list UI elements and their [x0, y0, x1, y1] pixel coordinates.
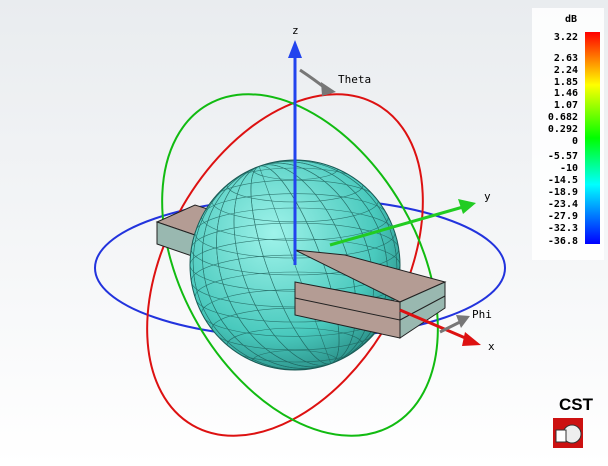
theta-arrowhead — [321, 82, 336, 96]
logo-text: CST — [559, 395, 594, 414]
colorbar-label: -23.4 — [548, 199, 578, 210]
green-ring — [161, 93, 439, 437]
x-label: x — [488, 340, 495, 353]
colorbar-unit: dB — [565, 14, 577, 25]
colorbar-label: 0.292 — [548, 124, 578, 135]
mesh-line — [192, 160, 398, 370]
board-layer — [294, 297, 401, 321]
colorbar-label: -5.57 — [548, 151, 578, 162]
logo-cube — [555, 429, 567, 443]
z-label: z — [292, 24, 299, 37]
colorbar-label: 1.85 — [554, 77, 578, 88]
colorbar-label: 1.46 — [554, 88, 578, 99]
board-layer — [399, 295, 446, 321]
colorbar-label: -27.9 — [548, 211, 578, 222]
phi-label: Phi — [472, 308, 492, 321]
phi-arrowhead — [456, 315, 470, 328]
phi-arrow — [439, 320, 461, 334]
y-label: y — [484, 190, 491, 203]
theta-label: Theta — [338, 73, 371, 86]
y-arrow — [458, 199, 476, 214]
y-axis — [329, 205, 464, 247]
colorbar-label: 1.07 — [554, 100, 578, 111]
colorbar-label: -14.5 — [548, 175, 578, 186]
colorbar-label: 0.682 — [548, 112, 578, 123]
colorbar-label: 3.22 — [554, 32, 578, 43]
colorbar-label: 2.63 — [554, 53, 578, 64]
colorbar-label: -36.8 — [548, 236, 578, 247]
z-arrow — [288, 40, 302, 58]
colorbar-label: -10 — [560, 163, 578, 174]
colorbar — [585, 32, 600, 244]
x-arrow — [462, 332, 481, 346]
colorbar-label: -18.9 — [548, 187, 578, 198]
board-end — [399, 281, 446, 339]
colorbar-label: 2.24 — [554, 65, 578, 76]
x-axis — [399, 308, 471, 342]
colorbar-label: 0 — [572, 136, 578, 147]
colorbar-label: -32.3 — [548, 223, 578, 234]
